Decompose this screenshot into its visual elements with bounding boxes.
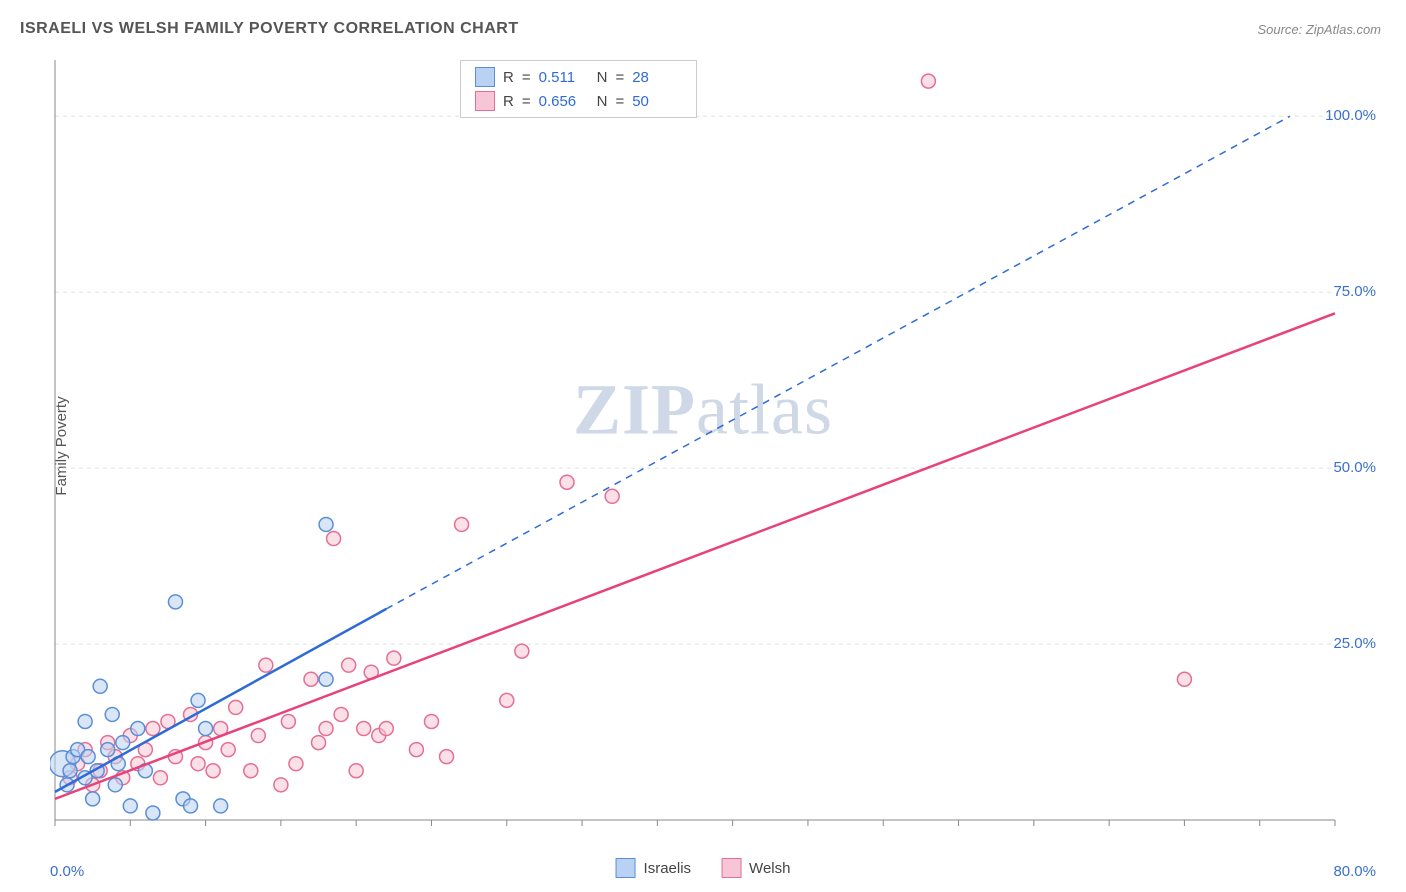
y-tick-label: 100.0% <box>1325 107 1376 124</box>
correlation-legend: R = 0.511 N = 28 R = 0.656 N = 50 <box>460 60 697 118</box>
x-origin-label: 0.0% <box>50 863 84 880</box>
swatch-israelis <box>475 67 495 87</box>
swatch-welsh <box>475 91 495 111</box>
legend-label-welsh: Welsh <box>749 860 790 877</box>
axis-ticks <box>55 820 1335 826</box>
regression-lines <box>55 116 1335 799</box>
chart-title: ISRAELI VS WELSH FAMILY POVERTY CORRELAT… <box>20 20 519 38</box>
y-tick-label: 50.0% <box>1333 459 1376 476</box>
swatch-israelis-icon <box>616 858 636 878</box>
legend-item-welsh: Welsh <box>721 858 790 878</box>
legend-item-israelis: Israelis <box>616 858 692 878</box>
y-tick-label: 25.0% <box>1333 635 1376 652</box>
legend-row-welsh: R = 0.656 N = 50 <box>461 89 696 113</box>
y-tick-label: 75.0% <box>1333 283 1376 300</box>
swatch-welsh-icon <box>721 858 741 878</box>
scatter-plot <box>50 50 1340 840</box>
gridlines <box>55 116 1335 644</box>
israelis-points <box>50 517 333 820</box>
legend-row-israelis: R = 0.511 N = 28 <box>461 65 696 89</box>
legend-label-israelis: Israelis <box>644 860 692 877</box>
source-label: Source: ZipAtlas.com <box>1257 22 1381 37</box>
series-legend: Israelis Welsh <box>616 858 791 878</box>
x-max-label: 80.0% <box>1333 863 1376 880</box>
